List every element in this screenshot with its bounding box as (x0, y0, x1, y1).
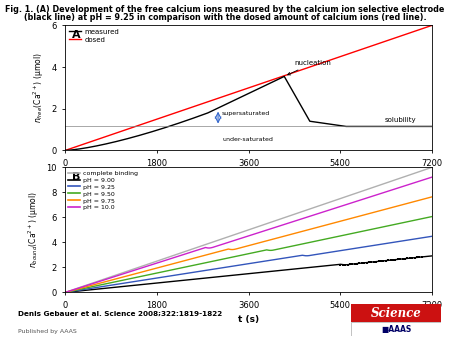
Text: Published by AAAS: Published by AAAS (18, 329, 77, 334)
Text: Fig. 1. (A) Development of the free calcium ions measured by the calcium ion sel: Fig. 1. (A) Development of the free calc… (5, 5, 445, 14)
Text: supersaturated: supersaturated (222, 111, 270, 116)
Legend: measured, dosed: measured, dosed (69, 29, 119, 43)
Legend: complete binding, pH = 9.00, pH = 9.25, pH = 9.50, pH = 9.75, pH = 10.0: complete binding, pH = 9.00, pH = 9.25, … (68, 170, 138, 211)
X-axis label: t (s): t (s) (238, 173, 259, 182)
Text: under-saturated: under-saturated (222, 137, 273, 142)
FancyBboxPatch shape (351, 304, 441, 322)
Text: nucleation: nucleation (288, 60, 331, 75)
Y-axis label: $n_{free}$(Ca$^{2+}$) (µmol): $n_{free}$(Ca$^{2+}$) (µmol) (32, 52, 46, 123)
X-axis label: t (s): t (s) (238, 315, 259, 324)
Text: Science: Science (371, 307, 421, 320)
Text: A: A (72, 30, 81, 40)
FancyBboxPatch shape (351, 322, 441, 336)
Text: (black line) at pH = 9.25 in comparison with the dosed amount of calcium ions (r: (black line) at pH = 9.25 in comparison … (24, 13, 426, 22)
Text: solubility: solubility (385, 117, 417, 123)
Y-axis label: $n_{bound}$(Ca$^{2+}$) (µmol): $n_{bound}$(Ca$^{2+}$) (µmol) (27, 191, 41, 268)
Text: B: B (72, 172, 80, 182)
Text: ■AAAS: ■AAAS (381, 325, 411, 334)
Text: Denis Gebauer et al. Science 2008;322:1819-1822: Denis Gebauer et al. Science 2008;322:18… (18, 311, 222, 317)
